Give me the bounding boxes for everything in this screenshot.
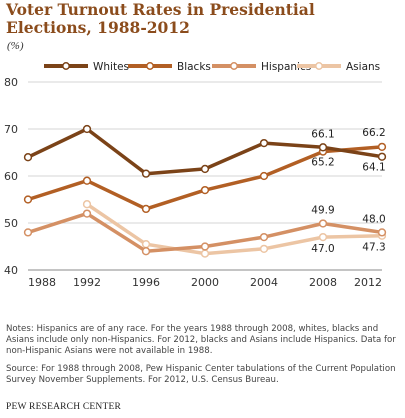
legend-item-hispanics: Hispanics <box>212 61 311 73</box>
point-hispanics-2000 <box>200 242 210 251</box>
x-tick-labels: 1988 1992 1996 2000 2004 2008 2012 <box>28 276 382 289</box>
point-whites-1996 <box>141 169 151 178</box>
point-hispanics-1992 <box>82 209 92 218</box>
notes-text: Notes: Hispanics are of any race. For th… <box>6 324 396 356</box>
point-whites-2004 <box>259 138 269 148</box>
point-asians-1996 <box>141 240 151 249</box>
point-blacks-2000 <box>200 185 210 195</box>
y-tick-labels: 40 50 60 70 80 <box>4 76 18 277</box>
point-asians-1992 <box>82 200 92 209</box>
point-hispanics-1988 <box>23 228 33 237</box>
point-blacks-2012 <box>377 142 387 152</box>
grid <box>28 81 382 271</box>
point-blacks-1996 <box>141 204 151 214</box>
legend-item-blacks: Blacks <box>128 61 211 73</box>
legend-marker-blacks <box>146 62 154 70</box>
data-label-whites-2012: 64.1 <box>362 162 385 174</box>
source-text: Source: For 1988 through 2008, Pew Hispa… <box>6 364 396 385</box>
legend-label-whites: Whites <box>93 61 129 73</box>
footnotes: Notes: Hispanics are of any race. For th… <box>6 324 401 393</box>
point-whites-1992 <box>82 124 92 134</box>
legend-marker-hispanics <box>230 62 238 70</box>
point-hispanics-2012 <box>377 228 387 237</box>
series-blacks <box>23 142 387 214</box>
data-label-asians-2008: 47.0 <box>311 243 334 255</box>
point-blacks-1988 <box>23 195 33 204</box>
y-tick-50: 50 <box>4 217 18 230</box>
data-label-whites-2008: 66.1 <box>311 128 334 140</box>
x-tick-2012: 2012 <box>354 276 382 289</box>
credit-text: PEW RESEARCH CENTER <box>6 402 121 412</box>
point-whites-2012 <box>377 152 387 161</box>
point-hispanics-2004 <box>259 232 269 242</box>
point-hispanics-1996 <box>141 247 151 256</box>
point-asians-2008 <box>318 232 328 242</box>
point-whites-2000 <box>200 164 210 174</box>
x-tick-1988: 1988 <box>28 276 56 289</box>
data-label-blacks-2008: 65.2 <box>311 157 334 169</box>
legend-label-asians: Asians <box>346 61 380 73</box>
point-asians-2004 <box>259 244 269 254</box>
line-asians <box>86 202 383 256</box>
data-label-blacks-2012: 66.2 <box>362 127 385 139</box>
series-hispanics <box>23 209 387 256</box>
y-tick-60: 60 <box>4 170 18 183</box>
point-blacks-1992 <box>82 176 92 185</box>
x-tick-2000: 2000 <box>191 276 219 289</box>
y-tick-80: 80 <box>4 76 18 89</box>
data-label-hispanics-2008: 49.9 <box>311 204 334 216</box>
point-whites-2008 <box>318 143 328 152</box>
point-hispanics-2008 <box>318 219 328 228</box>
y-unit-label: (%) <box>7 40 24 52</box>
series-lines <box>23 124 387 258</box>
point-asians-2000 <box>200 249 210 258</box>
point-whites-1988 <box>23 153 33 162</box>
y-tick-40: 40 <box>4 264 18 277</box>
legend-marker-whites <box>62 62 70 70</box>
legend-item-whites: Whites <box>44 61 129 73</box>
y-tick-70: 70 <box>4 123 18 136</box>
data-labels: 66.1 66.2 65.2 64.1 49.9 48.0 47.0 47.3 <box>311 127 385 255</box>
legend-label-blacks: Blacks <box>177 61 211 73</box>
point-blacks-2004 <box>259 171 269 181</box>
x-tick-2004: 2004 <box>250 276 278 289</box>
x-tick-1992: 1992 <box>73 276 101 289</box>
x-tick-2008: 2008 <box>309 276 337 289</box>
data-label-hispanics-2012: 48.0 <box>362 213 385 225</box>
series-whites <box>23 124 387 178</box>
legend-marker-asians <box>315 62 323 70</box>
legend: Whites Blacks Hispanics Asians <box>44 61 380 73</box>
series-asians <box>82 200 387 258</box>
legend-item-asians: Asians <box>297 61 380 73</box>
x-tick-1996: 1996 <box>132 276 160 289</box>
data-label-asians-2012: 47.3 <box>362 242 385 254</box>
chart-title: Voter Turnout Rates in Presidential Elec… <box>6 0 315 37</box>
